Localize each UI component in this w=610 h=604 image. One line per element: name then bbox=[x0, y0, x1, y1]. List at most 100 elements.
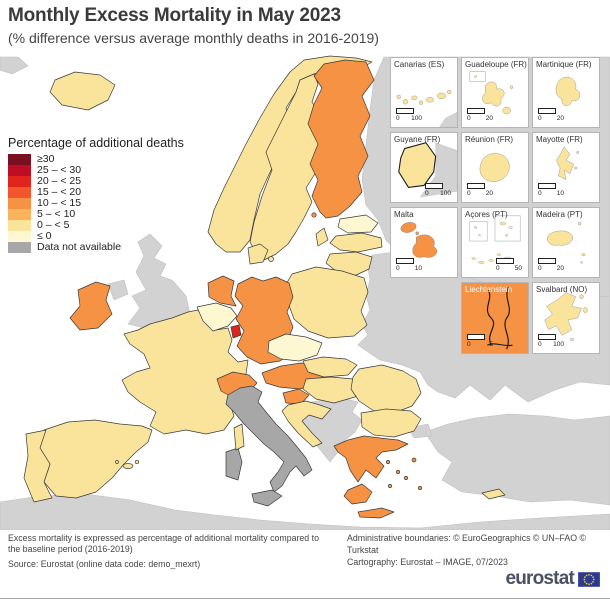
legend-title: Percentage of additional deaths bbox=[8, 136, 184, 150]
inset-canarias: Canarias (ES) 0 100 bbox=[390, 57, 458, 128]
country-ireland bbox=[69, 281, 113, 331]
country-netherlands bbox=[207, 275, 237, 307]
page-subtitle: (% difference versus average monthly dea… bbox=[8, 30, 379, 46]
footer-admin-boundaries: Administrative boundaries: © EuroGeograp… bbox=[347, 533, 586, 555]
landmass-north-africa bbox=[0, 493, 610, 530]
footer-source: Source: Eurostat (online data code: demo… bbox=[8, 558, 201, 569]
country-greece bbox=[333, 435, 409, 483]
country-portugal bbox=[23, 429, 53, 503]
legend-label: 15 – < 20 bbox=[37, 186, 82, 198]
legend-label: 10 – < 15 bbox=[37, 197, 82, 209]
inset-mayotte: Mayotte (FR) 0 10 bbox=[532, 132, 600, 203]
island-aegean-2 bbox=[396, 470, 400, 474]
country-poland bbox=[284, 266, 369, 339]
legend-swatch bbox=[8, 220, 31, 231]
legend: Percentage of additional deaths ≥30 25 –… bbox=[8, 136, 184, 253]
eu-flag-icon bbox=[578, 571, 600, 587]
island-corsica bbox=[233, 423, 245, 451]
inset-label: Malta bbox=[394, 210, 414, 219]
bottom-rule bbox=[0, 598, 610, 599]
legend-items: ≥30 25 – < 30 20 – < 25 15 – < 20 10 – <… bbox=[8, 154, 184, 253]
country-spain bbox=[39, 419, 153, 499]
inset-reunion: Réunion (FR) 0 20 bbox=[461, 132, 529, 203]
island-sardinia bbox=[225, 447, 243, 481]
island-mallorca bbox=[122, 463, 134, 469]
footer-right: Administrative boundaries: © EuroGeograp… bbox=[347, 533, 610, 569]
scale-bar: 0 10 bbox=[538, 183, 564, 197]
country-slovakia bbox=[302, 356, 358, 378]
eurostat-logo: eurostat bbox=[505, 568, 600, 590]
footer-note: Excess mortality is expressed as percent… bbox=[8, 533, 319, 555]
inset-label: Mayotte (FR) bbox=[536, 135, 583, 144]
inset-label: Canarias (ES) bbox=[394, 60, 445, 69]
legend-label: 0 – < 5 bbox=[37, 219, 70, 231]
country-bulgaria bbox=[360, 408, 422, 438]
inset-guyane: Guyane (FR) 0 100 bbox=[390, 132, 458, 203]
island-zealand bbox=[268, 256, 274, 262]
country-belgium bbox=[196, 302, 238, 332]
legend-swatch bbox=[8, 165, 31, 176]
inset-label: Açores (PT) bbox=[465, 210, 508, 219]
legend-row: ≤ 0 bbox=[8, 231, 184, 242]
landmass-turkey bbox=[424, 413, 610, 506]
scale-bar: 0 20 bbox=[467, 108, 493, 122]
country-czechia bbox=[267, 333, 323, 362]
legend-label: 20 – < 25 bbox=[37, 175, 82, 187]
island-aegean-4 bbox=[388, 484, 392, 488]
footer-left: Excess mortality is expressed as percent… bbox=[8, 533, 320, 570]
region-peloponnese bbox=[343, 483, 373, 505]
legend-row: 10 – < 15 bbox=[8, 198, 184, 209]
inset-label: Liechtenstein bbox=[465, 285, 513, 294]
inset-label: Svalbard (NO) bbox=[536, 285, 588, 294]
scale-bar: 0 10 bbox=[396, 258, 422, 272]
inset-martinique-map bbox=[555, 76, 581, 106]
inset-label: Réunion (FR) bbox=[465, 135, 514, 144]
inset-label: Guyane (FR) bbox=[394, 135, 441, 144]
south-america-corner bbox=[419, 142, 457, 198]
legend-row: Data not available bbox=[8, 242, 184, 253]
country-sweden bbox=[249, 73, 325, 261]
inset-malta: Malta 0 10 bbox=[390, 207, 458, 278]
country-finland bbox=[307, 59, 375, 219]
legend-row: ≥30 bbox=[8, 154, 184, 165]
country-romania bbox=[350, 364, 422, 414]
legend-row: 20 – < 25 bbox=[8, 176, 184, 187]
legend-label: ≤ 0 bbox=[37, 230, 52, 242]
inset-svalbard: Svalbard (NO) 0 100 bbox=[532, 282, 600, 354]
landmass-northern-ireland bbox=[107, 279, 129, 301]
inset-label: Guadeloupe (FR) bbox=[465, 60, 527, 69]
scale-bar: 0 100 bbox=[396, 108, 422, 122]
island-gotland bbox=[315, 227, 329, 247]
inset-guadeloupe: Guadeloupe (FR) 0 20 bbox=[461, 57, 529, 128]
island-aland bbox=[311, 212, 317, 218]
legend-swatch bbox=[8, 154, 31, 165]
legend-swatch bbox=[8, 198, 31, 209]
legend-label: 25 – < 30 bbox=[37, 164, 82, 176]
country-iceland bbox=[49, 71, 116, 111]
country-croatia bbox=[281, 400, 332, 448]
legend-swatch bbox=[8, 231, 31, 242]
country-slovenia bbox=[282, 388, 310, 405]
island-aegean-1 bbox=[386, 460, 390, 464]
eurostat-wordmark: eurostat bbox=[505, 568, 574, 589]
landmass-greenland bbox=[0, 56, 29, 75]
country-denmark bbox=[247, 243, 269, 265]
legend-swatch bbox=[8, 242, 31, 253]
inset-acores: Açores (PT) 0 50 bbox=[461, 207, 529, 278]
country-italy bbox=[225, 385, 313, 493]
country-hungary bbox=[302, 376, 364, 404]
inset-reunion-map bbox=[479, 153, 510, 183]
island-aegean-5 bbox=[411, 457, 417, 463]
footer-cartography: Cartography: Eurostat – IMAGE, 07/2023 bbox=[347, 556, 508, 567]
scale-bar: 0 100 bbox=[538, 334, 564, 348]
legend-swatch bbox=[8, 187, 31, 198]
inset-madeira: Madeira (PT) 0 20 bbox=[532, 207, 600, 278]
island-menorca bbox=[134, 459, 140, 465]
inset-mayotte-map bbox=[556, 146, 580, 181]
inset-madeira-map bbox=[547, 221, 586, 264]
inset-label: Madeira (PT) bbox=[536, 210, 583, 219]
legend-row: 15 – < 20 bbox=[8, 187, 184, 198]
